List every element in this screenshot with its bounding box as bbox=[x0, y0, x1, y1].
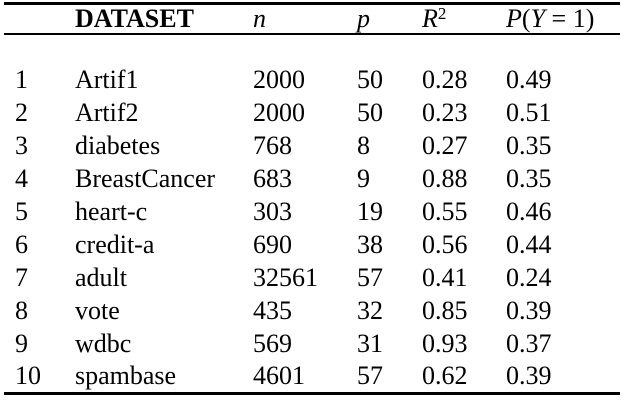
y-math-label: Y bbox=[530, 3, 546, 33]
table-header-row: DATASET n p R2 P(Y = 1) bbox=[4, 4, 620, 34]
cell-row-number: 5 bbox=[15, 197, 28, 226]
n-math-label: n bbox=[253, 3, 266, 33]
cell-dataset: Artif2 bbox=[75, 98, 139, 127]
cell-r-squared: 0.85 bbox=[422, 296, 468, 325]
table-row: 6 credit-a 690 38 0.56 0.44 bbox=[4, 229, 620, 262]
cell-dataset: vote bbox=[75, 296, 120, 325]
table-wrapper: DATASET n p R2 P(Y = 1) 1 Artif1 2000 50… bbox=[4, 2, 620, 395]
table-row: 7 adult 32561 57 0.41 0.24 bbox=[4, 262, 620, 295]
cell-row-number: 7 bbox=[15, 263, 28, 292]
cell-r-squared: 0.28 bbox=[422, 65, 468, 94]
cell-prob-y-equals-1: 0.51 bbox=[506, 98, 552, 127]
cell-prob-y-equals-1: 0.35 bbox=[506, 164, 552, 193]
table-row: 10 spambase 4601 57 0.62 0.39 bbox=[4, 361, 620, 394]
cell-n: 569 bbox=[253, 329, 292, 358]
cell-dataset: diabetes bbox=[75, 131, 161, 160]
cell-p: 8 bbox=[357, 131, 370, 160]
cell-p: 50 bbox=[357, 65, 383, 94]
cell-p: 38 bbox=[357, 230, 383, 259]
cell-row-number: 4 bbox=[15, 164, 28, 193]
cell-n: 690 bbox=[253, 230, 292, 259]
col-header-p: p bbox=[353, 4, 418, 34]
cell-n: 303 bbox=[253, 197, 292, 226]
cell-row-number: 1 bbox=[15, 65, 28, 94]
cell-r-squared: 0.41 bbox=[422, 263, 468, 292]
cell-row-number: 10 bbox=[15, 361, 41, 391]
cell-row-number: 2 bbox=[15, 98, 28, 127]
cell-r-squared: 0.23 bbox=[422, 98, 468, 127]
cell-n: 2000 bbox=[253, 98, 305, 127]
table-row: 1 Artif1 2000 50 0.28 0.49 bbox=[4, 64, 620, 97]
prob-p-math-label: P bbox=[506, 3, 522, 33]
table-row: 5 heart-c 303 19 0.55 0.46 bbox=[4, 196, 620, 229]
cell-p: 57 bbox=[357, 263, 383, 292]
cell-n: 768 bbox=[253, 131, 292, 160]
cell-n: 4601 bbox=[253, 361, 305, 391]
cell-dataset: heart-c bbox=[75, 197, 148, 226]
spacer-row bbox=[4, 34, 620, 64]
table-row: 3 diabetes 768 8 0.27 0.35 bbox=[4, 130, 620, 163]
col-header-prob-y-equals-1: P(Y = 1) bbox=[502, 4, 620, 34]
cell-p: 32 bbox=[357, 296, 383, 325]
cell-dataset: spambase bbox=[75, 361, 177, 391]
cell-p: 50 bbox=[357, 98, 383, 127]
cell-prob-y-equals-1: 0.44 bbox=[506, 230, 552, 259]
cell-dataset: wdbc bbox=[75, 329, 132, 358]
equals-one-close-paren: = 1) bbox=[545, 3, 595, 33]
cell-row-number: 9 bbox=[15, 329, 28, 358]
cell-p: 57 bbox=[357, 361, 383, 391]
cell-r-squared: 0.93 bbox=[422, 329, 468, 358]
cell-r-squared: 0.56 bbox=[422, 230, 468, 259]
table-row: 9 wdbc 569 31 0.93 0.37 bbox=[4, 328, 620, 361]
cell-prob-y-equals-1: 0.39 bbox=[506, 361, 552, 391]
col-header-dataset: DATASET bbox=[75, 3, 194, 33]
cell-prob-y-equals-1: 0.35 bbox=[506, 131, 552, 160]
p-math-label: p bbox=[357, 3, 370, 33]
cell-r-squared: 0.55 bbox=[422, 197, 468, 226]
cell-row-number: 3 bbox=[15, 131, 28, 160]
col-header-n: n bbox=[249, 4, 353, 34]
dataset-summary-table: DATASET n p R2 P(Y = 1) 1 Artif1 2000 50… bbox=[4, 2, 620, 395]
cell-r-squared: 0.27 bbox=[422, 131, 468, 160]
cell-prob-y-equals-1: 0.24 bbox=[506, 263, 552, 292]
cell-row-number: 8 bbox=[15, 296, 28, 325]
cell-n: 435 bbox=[253, 296, 292, 325]
cell-p: 9 bbox=[357, 164, 370, 193]
r-math-label: R bbox=[422, 3, 438, 33]
table-row: 2 Artif2 2000 50 0.23 0.51 bbox=[4, 97, 620, 130]
cell-prob-y-equals-1: 0.49 bbox=[506, 65, 552, 94]
cell-p: 19 bbox=[357, 197, 383, 226]
cell-p: 31 bbox=[357, 329, 383, 358]
col-header-r-squared: R2 bbox=[418, 4, 502, 34]
cell-prob-y-equals-1: 0.39 bbox=[506, 296, 552, 325]
cell-dataset: Artif1 bbox=[75, 65, 139, 94]
r-squared-exponent: 2 bbox=[437, 4, 447, 24]
cell-r-squared: 0.62 bbox=[422, 361, 468, 391]
table-row: 8 vote 435 32 0.85 0.39 bbox=[4, 295, 620, 328]
cell-prob-y-equals-1: 0.46 bbox=[506, 197, 552, 226]
cell-dataset: BreastCancer bbox=[75, 164, 216, 193]
cell-n: 683 bbox=[253, 164, 292, 193]
cell-row-number: 6 bbox=[15, 230, 28, 259]
cell-n: 32561 bbox=[253, 263, 318, 292]
table-row: 4 BreastCancer 683 9 0.88 0.35 bbox=[4, 163, 620, 196]
cell-n: 2000 bbox=[253, 65, 305, 94]
cell-dataset: adult bbox=[75, 263, 127, 292]
open-paren: ( bbox=[521, 3, 531, 33]
cell-dataset: credit-a bbox=[75, 230, 155, 259]
cell-prob-y-equals-1: 0.37 bbox=[506, 329, 552, 358]
col-header-index bbox=[4, 4, 60, 34]
cell-r-squared: 0.88 bbox=[422, 164, 468, 193]
